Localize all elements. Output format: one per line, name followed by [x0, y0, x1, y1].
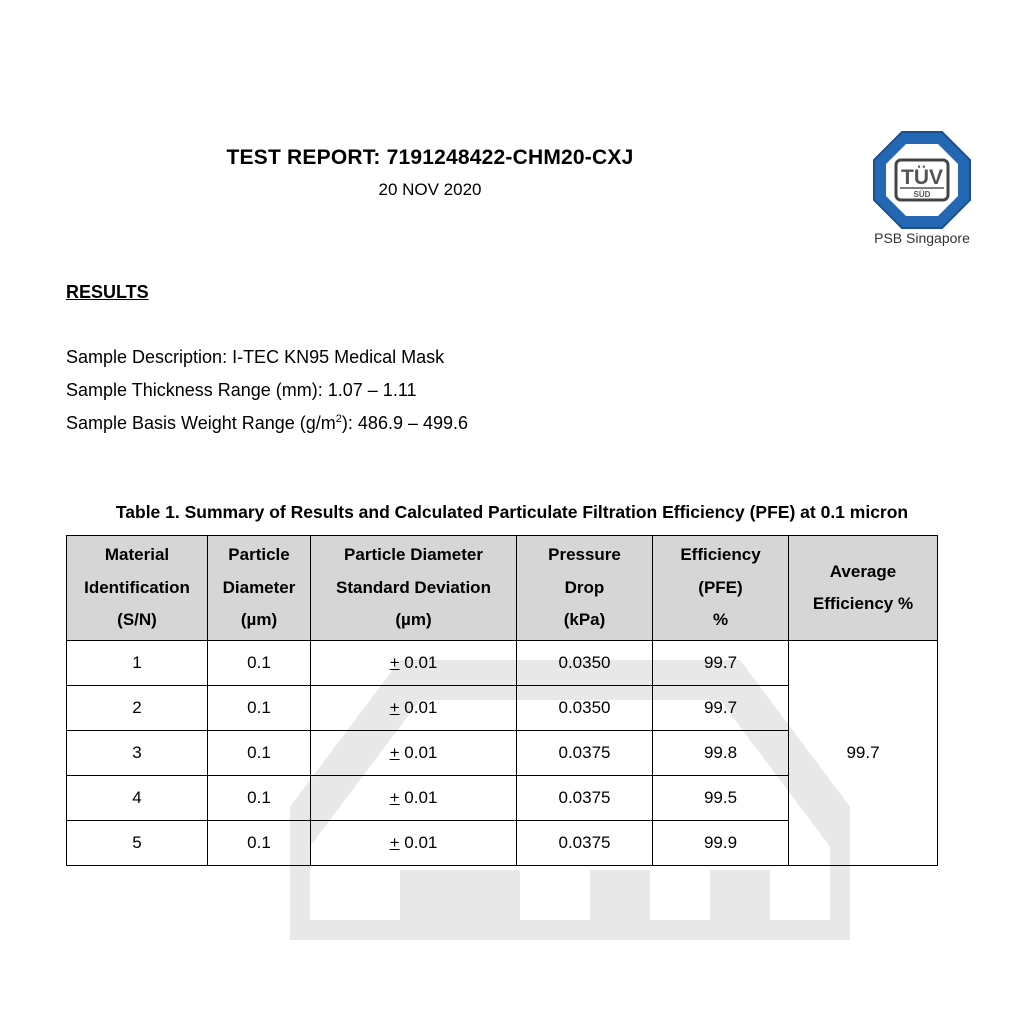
report-date: 20 NOV 2020 — [378, 180, 482, 199]
cell-efficiency: 99.5 — [652, 775, 789, 821]
results-table: Material Identification (S/N) Particle Diam… — [66, 535, 938, 866]
cell-sn: 1 — [66, 640, 208, 686]
cell-efficiency: 99.7 — [652, 640, 789, 686]
table-row: 1 0.1 + 0.01 0.0350 99.7 99.7 — [66, 640, 938, 866]
weight-suffix: ): 486.9 – 499.6 — [341, 413, 469, 433]
cell-sn: 3 — [66, 730, 208, 776]
cell-pressure: 0.0350 — [516, 640, 653, 686]
header-material: Material Identification (S/N) — [66, 535, 208, 641]
tuv-sud-logo: TÜV SÜD — [873, 131, 971, 229]
cell-pressure: 0.0350 — [516, 685, 653, 731]
cell-std-dev: + 0.01 — [310, 640, 517, 686]
cell-std-dev: + 0.01 — [310, 775, 517, 821]
cell-diameter: 0.1 — [207, 820, 311, 866]
cell-efficiency: 99.8 — [652, 730, 789, 776]
cell-std-dev: + 0.01 — [310, 730, 517, 776]
svg-text:TÜV: TÜV — [901, 166, 943, 189]
cell-pressure: 0.0375 — [516, 775, 653, 821]
header-efficiency: Efficiency (PFE)% — [652, 535, 789, 641]
cell-efficiency: 99.9 — [652, 820, 789, 866]
cell-std-dev: + 0.01 — [310, 685, 517, 731]
report-title: TEST REPORT: 7191248422-CHM20-CXJ — [226, 146, 634, 169]
cell-pressure: 0.0375 — [516, 730, 653, 776]
svg-text:SÜD: SÜD — [914, 190, 931, 199]
sample-description: Sample Description: I-TEC KN95 Medical M… — [66, 347, 445, 367]
sample-thickness: Sample Thickness Range (mm): 1.07 – 1.11 — [66, 380, 417, 400]
cell-sn: 5 — [66, 820, 208, 866]
section-heading: RESULTS — [66, 282, 149, 302]
cell-sn: 4 — [66, 775, 208, 821]
header-diameter: Particle Diameter (µm) — [207, 535, 311, 641]
cell-sn: 2 — [66, 685, 208, 731]
table-row: 5 0.1 + 0.01 0.0375 99.9 — [66, 820, 938, 866]
logo-caption: PSB Singapore — [874, 230, 970, 246]
header-std-dev: Particle Diameter Standard Deviation (µm) — [310, 535, 517, 641]
weight-sup: 2 — [335, 413, 342, 425]
table-caption: Table 1. Summary of Results and Calculat… — [115, 502, 909, 522]
table-row: 2 0.1 + 0.01 0.0350 99.7 — [66, 685, 938, 731]
cell-diameter: 0.1 — [207, 640, 311, 686]
cell-diameter: 0.1 — [207, 775, 311, 821]
cell-average: 99.7 — [788, 640, 938, 866]
table-row: 4 0.1 + 0.01 0.0375 99.5 — [66, 775, 938, 821]
cell-efficiency: 99.7 — [652, 685, 789, 731]
table-header-row: Material Identification (S/N) Particle Diam… — [66, 535, 938, 641]
cell-diameter: 0.1 — [207, 685, 311, 731]
sample-weight: Sample Basis Weight Range (g/m2): 486.9 … — [66, 413, 468, 434]
cell-diameter: 0.1 — [207, 730, 311, 776]
header-pressure: Pressure Drop (kPa) — [516, 535, 653, 641]
cell-pressure: 0.0375 — [516, 820, 653, 866]
table-row: 3 0.1 + 0.01 0.0375 99.8 — [66, 730, 938, 776]
weight-prefix: Sample Basis Weight Range (g/m — [66, 413, 336, 433]
cell-std-dev: + 0.01 — [310, 820, 517, 866]
header-average: Average Efficiency % — [788, 535, 938, 641]
